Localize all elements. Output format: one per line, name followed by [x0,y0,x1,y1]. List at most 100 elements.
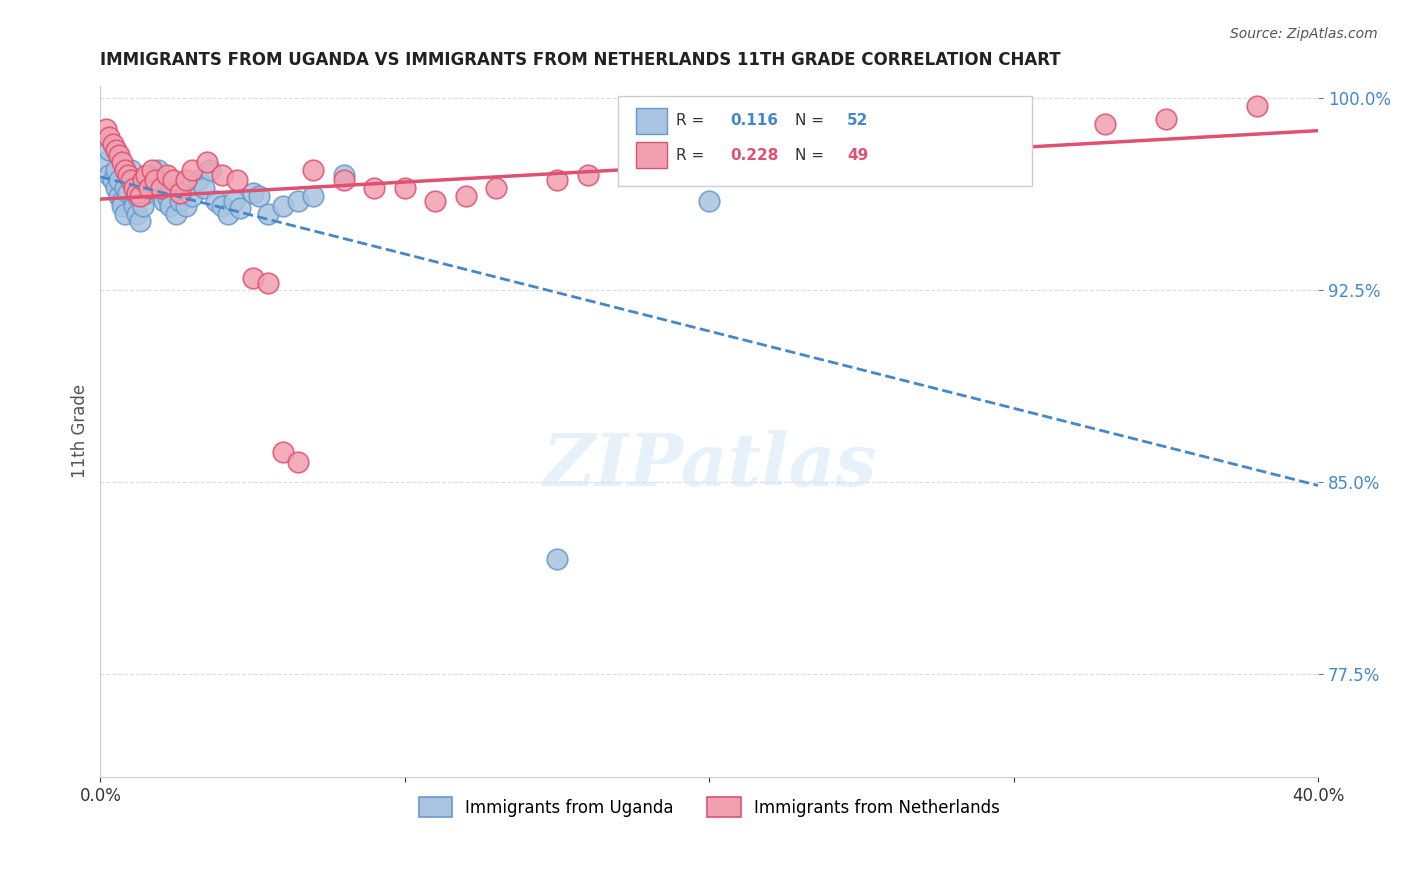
Point [217,206,239,220]
Point [120,173,142,187]
Point [98,168,121,182]
Point [425,194,447,208]
Point [114,181,136,195]
Text: 52: 52 [846,113,869,128]
Point [101,137,124,152]
Point [697,147,720,161]
Point [122,181,145,195]
Point [256,206,278,220]
Point [104,181,127,195]
Point [143,173,166,187]
Point [132,199,155,213]
Y-axis label: 11th Grade: 11th Grade [72,384,89,478]
Point [122,199,145,213]
Point [224,194,246,208]
Point [454,188,477,202]
Point [96,155,118,169]
Point [180,163,202,178]
Point [211,168,233,182]
Point [287,455,309,469]
Point [107,188,129,202]
Point [195,155,218,169]
Text: 0.228: 0.228 [730,148,779,163]
Point [256,276,278,290]
Point [546,173,568,187]
Point [98,129,121,144]
Point [333,173,356,187]
Point [125,206,148,220]
Point [242,270,264,285]
Point [211,199,233,213]
Point [111,194,134,208]
Point [180,188,202,202]
Point [132,173,155,187]
Point [159,199,181,213]
Point [1246,99,1268,113]
Point [111,155,134,169]
Point [198,163,221,178]
Point [187,173,209,187]
Text: N =: N = [794,148,828,163]
Text: 0.116: 0.116 [730,113,778,128]
Text: Source: ZipAtlas.com: Source: ZipAtlas.com [1230,27,1378,41]
Point [247,188,270,202]
Point [141,163,163,178]
Bar [637,108,666,134]
Point [1154,112,1177,126]
Point [120,173,142,187]
Point [135,186,157,200]
Text: ZIPatlas: ZIPatlas [543,430,876,501]
Point [150,181,173,195]
Point [129,188,152,202]
Point [138,181,160,195]
Point [122,194,145,208]
Point [174,199,197,213]
Point [129,214,152,228]
Point [287,194,309,208]
Point [302,188,325,202]
Point [125,188,148,202]
Point [1002,122,1025,136]
Point [153,194,176,208]
Point [107,147,129,161]
Point [485,181,508,195]
Point [120,163,142,178]
Point [114,206,136,220]
Point [156,188,179,202]
Point [125,186,148,200]
Point [363,181,385,195]
Point [851,137,873,152]
FancyBboxPatch shape [619,95,1032,186]
Point [117,168,139,182]
Legend: Immigrants from Uganda, Immigrants from Netherlands: Immigrants from Uganda, Immigrants from … [412,790,1007,824]
Point [302,163,325,178]
Point [101,173,124,187]
Text: IMMIGRANTS FROM UGANDA VS IMMIGRANTS FROM NETHERLANDS 11TH GRADE CORRELATION CHA: IMMIGRANTS FROM UGANDA VS IMMIGRANTS FRO… [100,51,1062,69]
Point [111,199,134,213]
Bar [637,142,666,169]
Point [96,122,118,136]
Text: 49: 49 [846,148,868,163]
Text: R =: R = [676,148,710,163]
Point [242,186,264,200]
Point [148,163,170,178]
Point [1094,117,1116,131]
Point [637,163,659,178]
Point [117,168,139,182]
Point [104,163,127,178]
Point [162,173,184,187]
Point [169,194,191,208]
Point [226,173,249,187]
Point [156,168,179,182]
Point [117,186,139,200]
Point [138,173,160,187]
Point [143,168,166,182]
Point [169,186,191,200]
Point [104,143,127,157]
Text: R =: R = [676,113,710,128]
Point [942,129,965,144]
Point [174,173,197,187]
Point [150,181,173,195]
Point [114,163,136,178]
Point [135,168,157,182]
